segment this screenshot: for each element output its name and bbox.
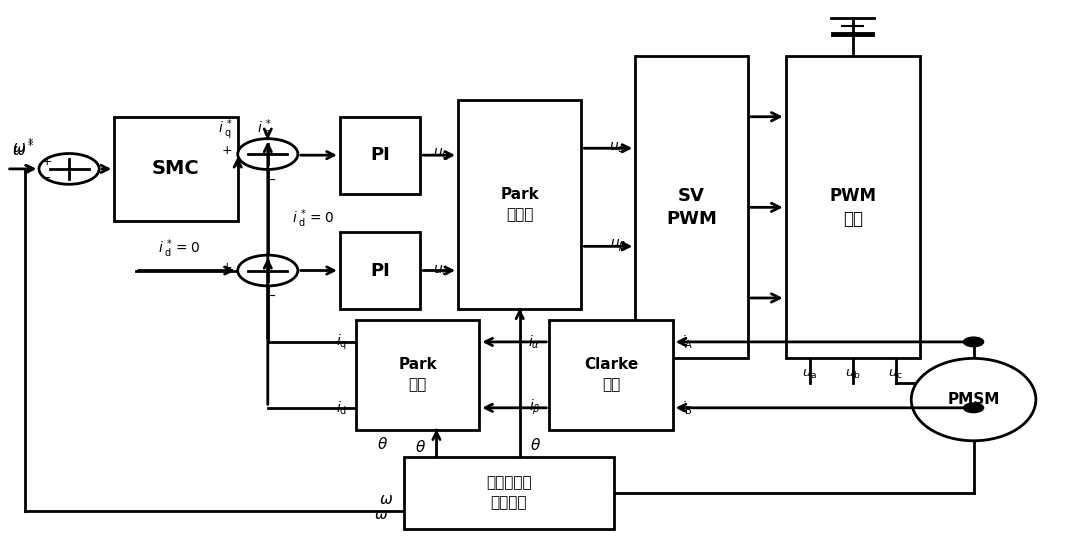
Text: $i_{\rm A}$: $i_{\rm A}$ xyxy=(682,333,694,351)
Bar xyxy=(549,320,673,430)
Text: $\omega^*$: $\omega^*$ xyxy=(12,137,34,156)
Text: $\theta$: $\theta$ xyxy=(531,437,542,453)
Text: $i\,^*_{\rm d}=0$: $i\,^*_{\rm d}=0$ xyxy=(157,237,199,260)
Text: $u_{\rm b}$: $u_{\rm b}$ xyxy=(844,368,861,381)
Text: PWM
逆变: PWM 逆变 xyxy=(829,187,877,228)
Text: +: + xyxy=(222,145,233,157)
Text: $i\,^*_{\rm q}$: $i\,^*_{\rm q}$ xyxy=(218,117,233,142)
Circle shape xyxy=(238,139,298,169)
Text: −: − xyxy=(266,174,276,187)
Bar xyxy=(404,457,614,529)
Bar xyxy=(635,56,747,358)
Text: $\omega$: $\omega$ xyxy=(374,507,388,522)
Text: $u_{\rm a}$: $u_{\rm a}$ xyxy=(802,368,817,381)
Text: $i\,^*_{\rm d}=0$: $i\,^*_{\rm d}=0$ xyxy=(292,207,334,230)
Text: $\theta$: $\theta$ xyxy=(415,439,425,455)
Circle shape xyxy=(963,336,984,347)
Text: $i_{\rm q}$: $i_{\rm q}$ xyxy=(336,332,347,352)
Text: +: + xyxy=(222,261,233,274)
Text: $i_{\alpha}$: $i_{\alpha}$ xyxy=(529,333,541,351)
Circle shape xyxy=(238,255,298,286)
Text: $\theta$: $\theta$ xyxy=(377,436,388,452)
Text: $u_{\rm d}$: $u_{\rm d}$ xyxy=(433,263,449,278)
Circle shape xyxy=(963,402,984,413)
Bar xyxy=(114,116,238,221)
Bar xyxy=(339,232,420,309)
Text: Clarke
变换: Clarke 变换 xyxy=(584,358,639,392)
Text: +: + xyxy=(41,156,52,168)
Text: $u_{\rm c}$: $u_{\rm c}$ xyxy=(889,368,904,381)
Text: $i_{\rm B}$: $i_{\rm B}$ xyxy=(682,399,694,417)
Bar xyxy=(458,100,582,309)
Text: $\omega^*$: $\omega^*$ xyxy=(12,140,34,159)
Bar xyxy=(785,56,920,358)
Text: $u_{\rm q}$: $u_{\rm q}$ xyxy=(433,147,449,163)
Bar xyxy=(339,116,420,194)
Text: Park
逆变换: Park 逆变换 xyxy=(501,187,540,222)
Text: −: − xyxy=(41,172,52,184)
Text: SMC: SMC xyxy=(152,160,200,178)
Text: $i\,^*_{\rm q}$: $i\,^*_{\rm q}$ xyxy=(257,117,271,142)
Text: PMSM: PMSM xyxy=(948,392,999,407)
Text: 转子位置及
转速检测: 转子位置及 转速检测 xyxy=(486,475,532,511)
Text: Park
变换: Park 变换 xyxy=(398,358,437,392)
Ellipse shape xyxy=(911,358,1036,440)
Text: $i_{\beta}$: $i_{\beta}$ xyxy=(529,398,541,417)
Text: $\omega$: $\omega$ xyxy=(379,492,393,507)
Text: −: − xyxy=(266,290,276,303)
Text: PI: PI xyxy=(370,262,390,279)
Text: SV
PWM: SV PWM xyxy=(667,187,717,228)
Text: PI: PI xyxy=(370,146,390,164)
Circle shape xyxy=(39,153,99,184)
Bar xyxy=(355,320,479,430)
Text: $i_{\rm d}$: $i_{\rm d}$ xyxy=(336,399,347,417)
Text: $u_{\beta}$: $u_{\beta}$ xyxy=(610,238,627,254)
Text: $u_{\alpha}$: $u_{\alpha}$ xyxy=(610,141,627,156)
